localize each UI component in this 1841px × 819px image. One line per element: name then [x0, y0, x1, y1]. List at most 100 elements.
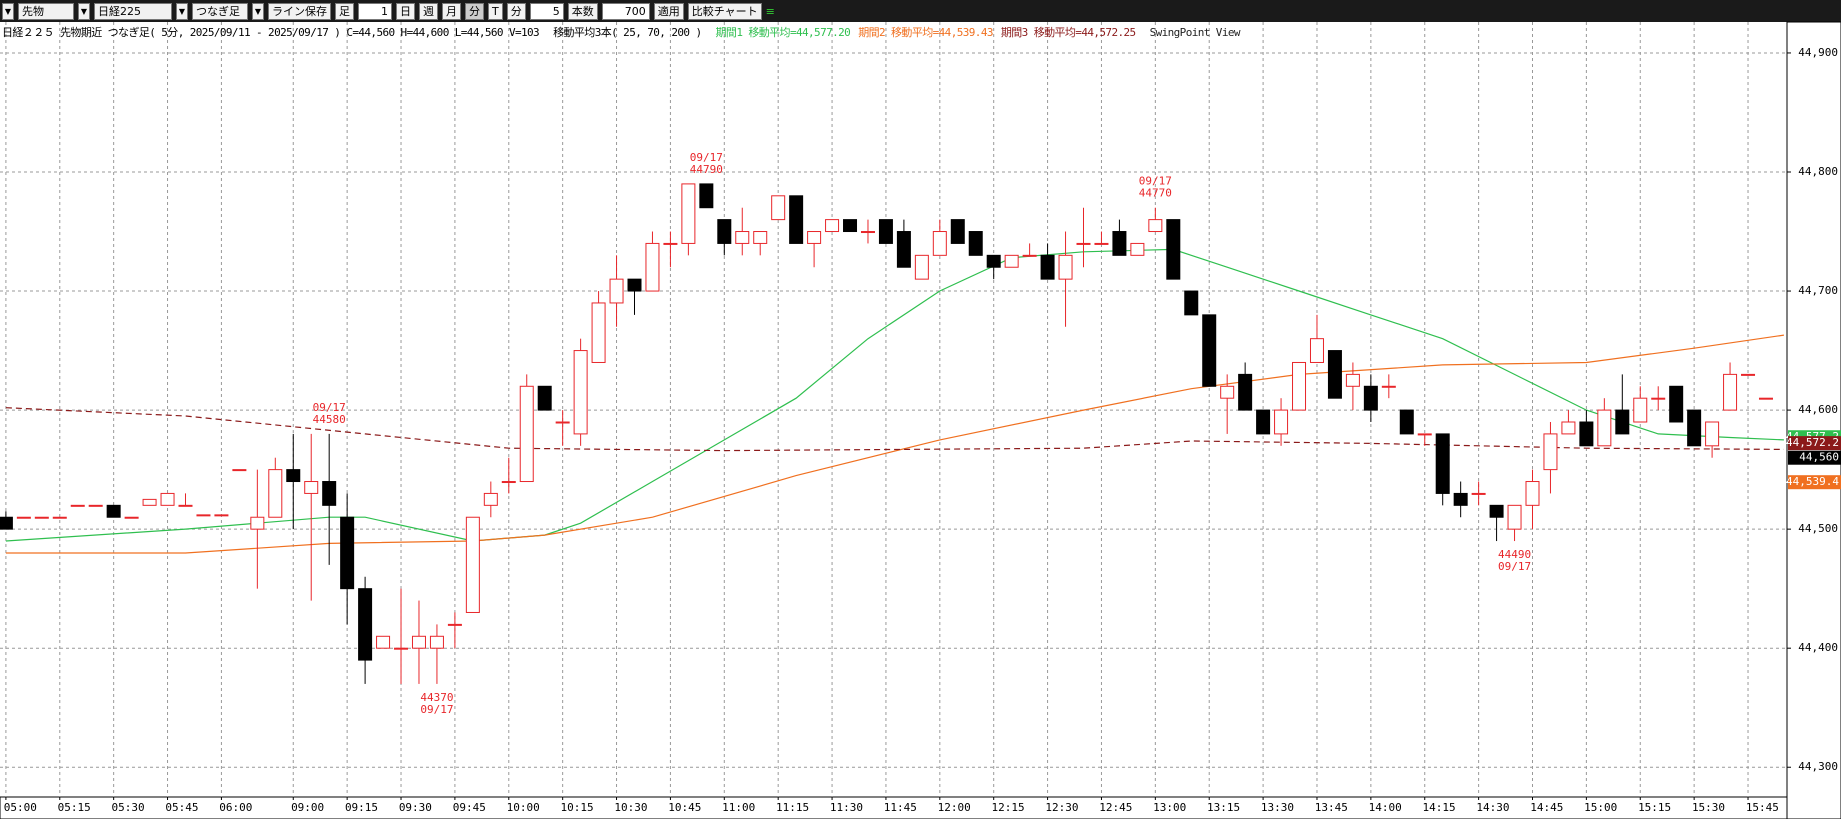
x-tick-label: 15:00	[1584, 801, 1617, 814]
candle-body	[807, 231, 822, 244]
price-tag	[1788, 475, 1841, 490]
candle-body	[1148, 219, 1163, 233]
y-tick-label: 44,700	[1798, 284, 1838, 297]
swing-date: 09/17	[1498, 560, 1531, 573]
candle-body	[214, 514, 229, 517]
candle-body	[411, 635, 426, 649]
candle-body	[1543, 433, 1558, 471]
x-tick-label: 13:45	[1315, 801, 1348, 814]
time-axis	[0, 796, 1788, 819]
x-tick-label: 05:15	[58, 801, 91, 814]
moving-average-line	[5, 334, 1784, 554]
count-label: 本数	[567, 2, 598, 20]
period-button[interactable]: 分	[465, 2, 484, 20]
candle-body	[1687, 409, 1702, 447]
menu-arrow[interactable]: ▼	[2, 2, 14, 20]
candle-body	[932, 231, 947, 256]
candle-body	[0, 516, 13, 530]
indicator-icon[interactable]: ≡	[765, 4, 775, 18]
header-text: 日経２２５ 先物期近 つなぎ足( 5分, 2025/09/11 - 2025/0…	[2, 26, 540, 39]
x-tick-label: 12:30	[1045, 801, 1078, 814]
candle-body	[1094, 242, 1109, 245]
candle-body	[1220, 385, 1235, 399]
candle-body	[1561, 421, 1576, 435]
candle-body	[609, 278, 624, 304]
candle-body	[465, 516, 480, 613]
x-tick-label: 10:00	[507, 801, 540, 814]
candle-body	[717, 219, 732, 244]
x-tick-label: 14:00	[1369, 801, 1402, 814]
dropdown-arrow[interactable]: ▼	[78, 2, 90, 20]
x-tick-label: 11:15	[776, 801, 809, 814]
minute-label: 分	[506, 2, 526, 20]
candle-body	[1004, 254, 1019, 268]
x-tick-label: 09:00	[291, 801, 324, 814]
candle-body	[1381, 385, 1396, 388]
x-tick-label: 12:00	[938, 801, 971, 814]
candle-body	[843, 219, 858, 233]
candle-body	[160, 492, 175, 506]
candle-body	[1525, 481, 1540, 506]
period-button[interactable]: 週	[419, 2, 438, 20]
minutes-input[interactable]: 5	[529, 2, 564, 20]
swing-value: 44770	[1139, 187, 1172, 200]
compare-button[interactable]: 比較チャート	[687, 2, 762, 20]
swing-value: 44370	[420, 691, 453, 704]
price-tag	[1788, 436, 1841, 451]
candle-body	[627, 278, 642, 292]
candle-body	[735, 231, 750, 244]
ma-header: 移動平均3本( 25, 70, 200 )	[553, 26, 702, 39]
candle-body	[519, 385, 534, 483]
candle-body	[771, 195, 786, 221]
dropdown-arrow[interactable]: ▼	[252, 2, 264, 20]
candle-body	[591, 302, 606, 363]
candle-body	[1453, 492, 1468, 506]
bar-count-input[interactable]: 1	[358, 2, 392, 20]
legend-entry: 期間3 移動平均=44,572.25	[1000, 26, 1136, 39]
period-button[interactable]: T	[488, 2, 503, 20]
x-tick-label: 05:00	[4, 801, 37, 814]
candle-body	[1076, 242, 1091, 245]
candle-body	[753, 231, 768, 244]
candle-body	[196, 514, 211, 517]
candle-body	[501, 481, 516, 484]
candle-body	[878, 219, 893, 244]
swing-value: 44790	[690, 163, 723, 176]
candle-body	[178, 504, 193, 507]
candle-body	[286, 469, 301, 483]
candle-body	[250, 516, 265, 530]
candle-body	[106, 504, 121, 518]
candle-body	[986, 254, 1001, 268]
y-tick-label: 44,400	[1798, 641, 1838, 654]
x-tick-label: 13:30	[1261, 801, 1294, 814]
y-tick-label: 44,300	[1798, 760, 1838, 773]
x-tick-label: 11:30	[830, 801, 863, 814]
market-select[interactable]: 先物	[18, 2, 74, 20]
symbol-select[interactable]: 日経225	[94, 2, 172, 20]
x-tick-label: 06:00	[219, 801, 252, 814]
count-input[interactable]: 700	[601, 2, 650, 20]
dropdown-arrow[interactable]: ▼	[176, 2, 188, 20]
candle-body	[914, 254, 929, 280]
candle-body	[1633, 397, 1648, 423]
candle-body	[1327, 350, 1342, 399]
candle-body	[789, 195, 804, 244]
candle-body	[1112, 231, 1127, 256]
candle-body	[268, 469, 283, 518]
period-button[interactable]: 日	[396, 2, 415, 20]
candle-body	[1363, 385, 1378, 411]
candle-body	[88, 504, 103, 507]
candle-body	[1166, 219, 1181, 280]
moving-average-line	[5, 407, 1784, 452]
chart-kind-select[interactable]: つなぎ足	[192, 2, 248, 20]
candle-body	[124, 516, 139, 519]
candle-body	[645, 242, 660, 292]
candle-body	[1651, 397, 1666, 400]
save-button[interactable]: ライン保存	[268, 2, 331, 20]
period-button[interactable]: 月	[442, 2, 461, 20]
candle-body	[1705, 421, 1720, 447]
y-tick-label: 44,900	[1798, 46, 1838, 59]
apply-button[interactable]: 適用	[653, 2, 684, 20]
plot-area	[0, 22, 1787, 797]
